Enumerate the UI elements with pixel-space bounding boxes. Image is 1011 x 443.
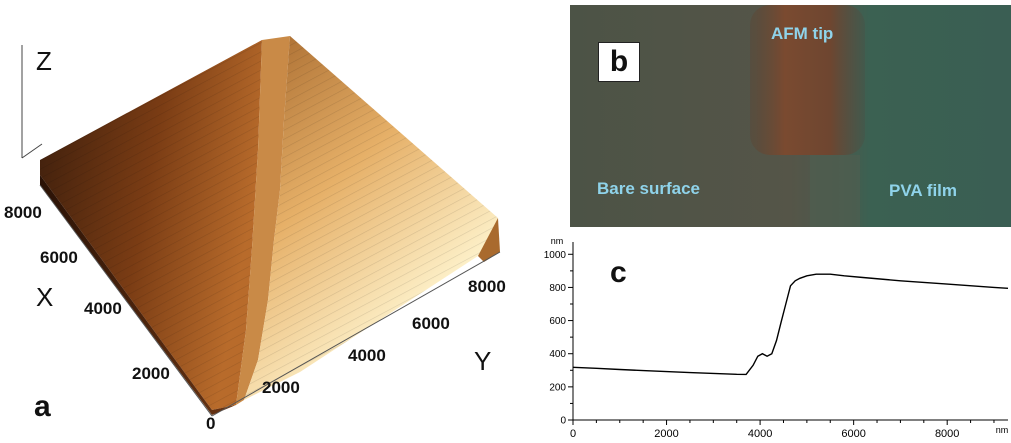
x-tick-label: 2000 xyxy=(654,428,678,440)
y-tick-label: 2000 xyxy=(262,378,300,397)
y-tick-label: 800 xyxy=(549,283,566,294)
y-tick-label: 6000 xyxy=(412,314,450,333)
y-tick-label: 200 xyxy=(549,382,566,393)
y-tick-label: 600 xyxy=(549,316,566,327)
panel-a-label: a xyxy=(34,390,51,423)
y-unit-label: nm xyxy=(551,236,564,246)
x-tick-label: 6000 xyxy=(841,428,865,440)
panel-c-label: c xyxy=(610,256,627,289)
x-tick-label: 0 xyxy=(570,428,576,440)
y-tick-label: 4000 xyxy=(348,346,386,365)
bare-surface-caption: Bare surface xyxy=(597,179,701,198)
y-tick-label: 8000 xyxy=(468,277,506,296)
afm-tip-caption: AFM tip xyxy=(771,24,834,43)
surface-step-edge xyxy=(236,36,290,405)
x-tick-label: 8000 xyxy=(4,203,42,222)
x-tick-label: 2000 xyxy=(132,364,170,383)
z-axis-label: Z xyxy=(36,46,52,76)
optical-micrograph xyxy=(570,5,1011,227)
x-tick-label: 6000 xyxy=(40,248,78,267)
panel-b-label: b xyxy=(598,42,640,82)
origin-tick-label: 0 xyxy=(206,414,216,433)
y-tick-label: 1000 xyxy=(544,250,567,261)
height-profile-chart: 0 200 400 600 800 1000 0 2000 4000 6000 8000 nm nm c xyxy=(544,236,1009,440)
x-axis-label: X xyxy=(36,282,54,312)
x-tick-label: 4000 xyxy=(748,428,772,440)
x-unit-label: nm xyxy=(996,425,1009,435)
surface-side-wall xyxy=(478,218,500,262)
y-tick-label: 400 xyxy=(549,349,566,360)
afm-tip-shape xyxy=(750,5,865,155)
y-axis-label: Y xyxy=(474,346,492,376)
afm-3d-surface xyxy=(21,36,501,417)
y-tick-label: 0 xyxy=(560,416,566,427)
x-tick-label: 4000 xyxy=(84,299,122,318)
pva-film-caption: PVA film xyxy=(889,181,958,200)
x-tick-label: 8000 xyxy=(935,428,959,440)
profile-line xyxy=(572,273,1009,376)
